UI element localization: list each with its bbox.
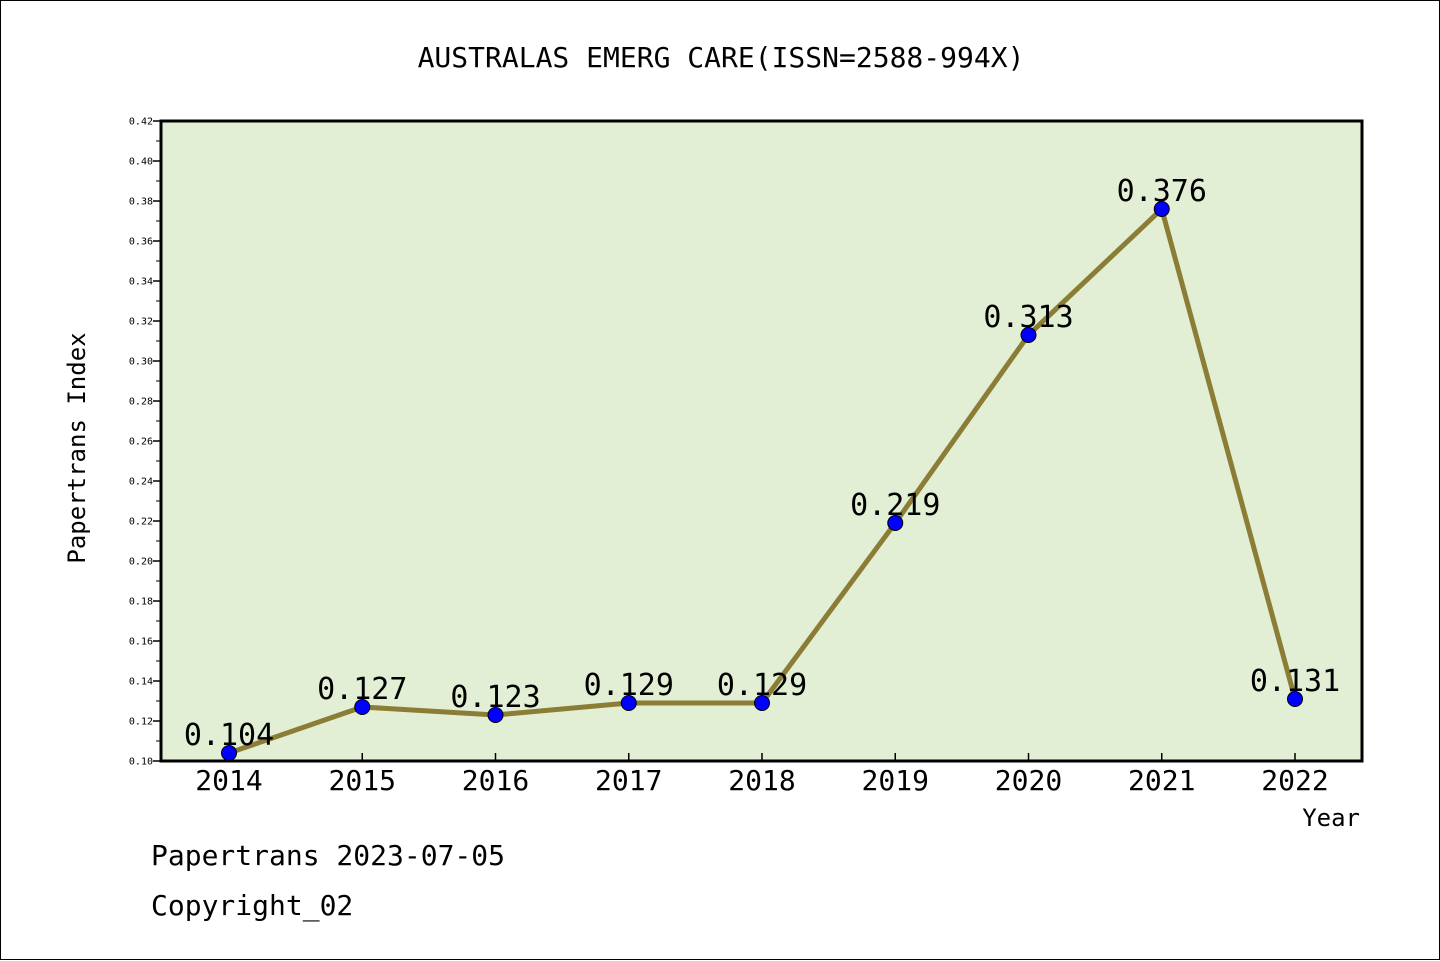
- data-point-2015: [354, 699, 371, 715]
- y-tick-label: 0.24: [129, 477, 153, 488]
- y-tick-label: 0.40: [129, 157, 153, 168]
- y-tick-label: 0.30: [129, 357, 153, 368]
- y-tick-label: 0.38: [129, 197, 153, 208]
- y-tick-label: 0.20: [129, 557, 153, 568]
- x-axis-label: Year: [1302, 804, 1360, 832]
- y-tick-label: 0.18: [129, 597, 153, 608]
- y-tick-label: 0.12: [129, 717, 153, 728]
- x-tick-label: 2019: [862, 764, 929, 797]
- data-label-2018: 0.129: [717, 668, 807, 703]
- y-tick-label: 0.14: [129, 677, 153, 688]
- y-tick-label: 0.16: [129, 637, 153, 648]
- data-label-2019: 0.219: [850, 488, 940, 523]
- y-tick-label: 0.26: [129, 437, 153, 448]
- data-point-2019: [887, 515, 904, 531]
- plot-area: [159, 119, 1364, 763]
- x-tick-label: 2017: [595, 764, 662, 797]
- x-tick-label: 2018: [728, 764, 795, 797]
- y-tick-label: 0.22: [129, 517, 153, 528]
- y-axis-label: Papertrans Index: [63, 332, 91, 563]
- data-label-2015: 0.127: [317, 672, 407, 707]
- series-markers: [221, 201, 1303, 761]
- x-axis: 2014 2015 2016 2017 2018 2019 2020 2021 2022: [195, 753, 1329, 797]
- x-tick-label: 2022: [1261, 764, 1328, 797]
- y-tick-label: 0.42: [129, 117, 153, 128]
- data-point-2014: [221, 745, 237, 761]
- data-label-2021: 0.376: [1117, 174, 1207, 209]
- x-tick-label: 2015: [329, 764, 396, 797]
- data-point-2020: [1020, 327, 1037, 343]
- data-label-2017: 0.129: [584, 668, 674, 703]
- data-point-2022: [1287, 691, 1303, 707]
- data-point-2017: [620, 695, 637, 711]
- data-labels: 0.104 0.127 0.123 0.129 0.129 0.219 0.313 0.376…: [184, 174, 1340, 753]
- y-axis: 0.10 0.12 0.14 0.16 0.18 0.20 0.22 0.24 0.26 0.28…: [129, 117, 161, 768]
- y-tick-label: 0.34: [129, 277, 153, 288]
- data-point-2018: [754, 695, 770, 711]
- data-label-2016: 0.123: [450, 680, 540, 715]
- y-tick-label: 0.10: [129, 757, 153, 768]
- x-tick-label: 2020: [995, 764, 1062, 797]
- y-tick-label: 0.36: [129, 237, 153, 248]
- data-label-2020: 0.313: [983, 300, 1073, 335]
- y-tick-label: 0.32: [129, 317, 153, 328]
- footer-copyright: Copyright_02: [151, 889, 353, 923]
- data-label-2022: 0.131: [1250, 664, 1340, 699]
- x-tick-label: 2021: [1128, 764, 1195, 797]
- footer-date: Papertrans 2023-07-05: [151, 839, 505, 872]
- data-point-2016: [487, 707, 504, 723]
- x-tick-label: 2014: [195, 764, 262, 797]
- y-tick-label: 0.28: [129, 397, 153, 408]
- chart-title: AUSTRALAS EMERG CARE(ISSN=2588-994X): [418, 41, 1025, 74]
- data-label-2014: 0.104: [184, 718, 274, 753]
- x-tick-label: 2016: [462, 764, 529, 797]
- data-point-2021: [1153, 201, 1170, 217]
